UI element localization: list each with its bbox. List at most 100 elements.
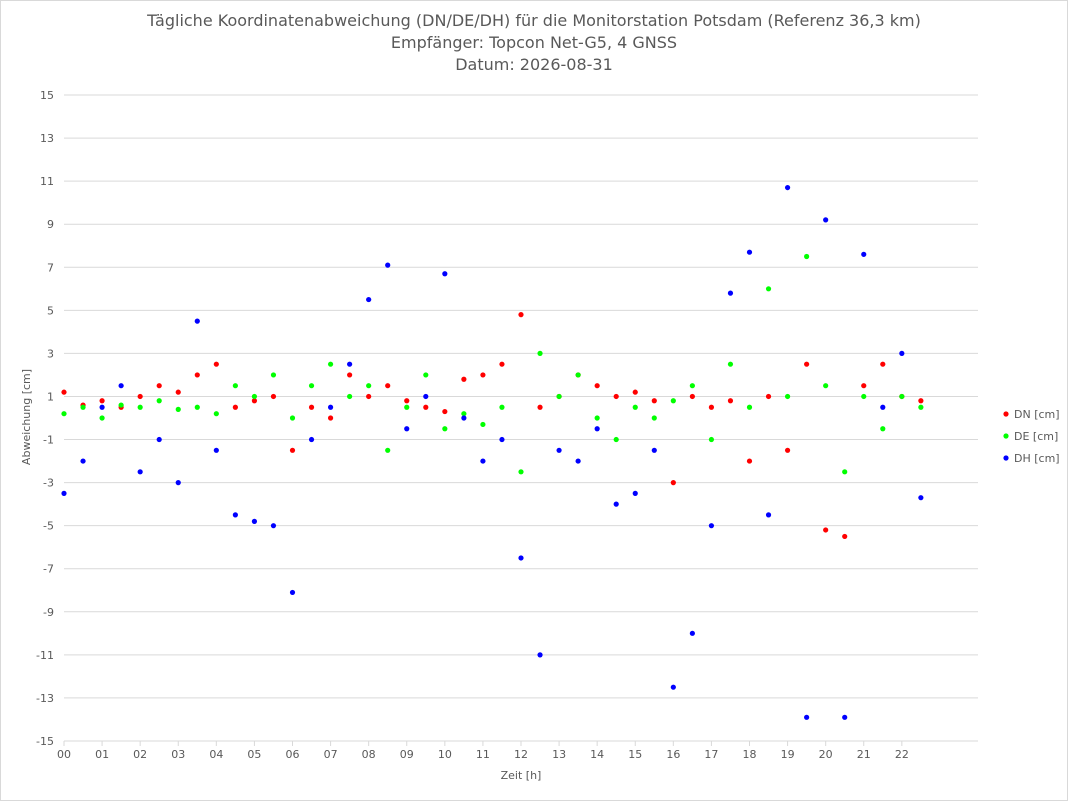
data-point <box>765 512 772 518</box>
data-point <box>308 436 315 443</box>
data-point <box>518 555 524 561</box>
data-point <box>175 480 181 486</box>
data-point <box>118 383 124 389</box>
data-point <box>708 436 715 443</box>
chart-title: Tägliche Koordinatenabweichung (DN/DE/DH… <box>147 11 921 30</box>
chart-subtitle-receiver: Empfänger: Topcon Net-G5, 4 GNSS <box>390 33 678 52</box>
x-axis-label: Zeit [h] <box>501 769 542 782</box>
data-point <box>556 393 562 400</box>
data-point <box>861 251 867 257</box>
y-tick-labels: 15 13 11 9 7 5 3 1 -1 -3 -5 -7 -9 -11 -13 -15 <box>36 89 54 748</box>
data-point <box>842 533 848 540</box>
data-point <box>480 458 486 464</box>
y-tick-label: 3 <box>47 347 54 360</box>
y-tick-label: -3 <box>43 477 54 490</box>
data-point <box>823 527 829 533</box>
data-point <box>213 447 219 453</box>
data-point <box>651 415 657 421</box>
data-point <box>537 350 543 356</box>
data-point <box>289 589 296 596</box>
data-point <box>670 684 676 690</box>
data-point <box>556 447 562 453</box>
x-tick-label: 21 <box>857 748 871 761</box>
data-point <box>270 372 277 378</box>
data-point <box>461 411 467 417</box>
data-point <box>80 458 86 464</box>
x-tick-label: 20 <box>819 748 833 761</box>
data-point <box>366 393 372 400</box>
data-point <box>499 436 505 443</box>
x-tick-label: 01 <box>95 748 109 761</box>
y-axis-label: Abweichung [cm] <box>20 369 33 465</box>
data-point <box>575 372 581 378</box>
data-point <box>385 262 391 268</box>
data-point <box>251 393 258 400</box>
data-point <box>651 447 657 453</box>
data-point <box>651 398 657 404</box>
data-point <box>156 383 162 389</box>
x-tick-label: 14 <box>590 748 604 761</box>
x-tick-label: 00 <box>57 748 71 761</box>
data-point <box>423 393 429 400</box>
data-point <box>99 404 105 410</box>
data-point <box>804 361 810 367</box>
data-point <box>289 447 296 453</box>
y-tick-label: -7 <box>43 563 54 576</box>
legend-marker <box>1003 411 1009 417</box>
data-point <box>784 447 791 453</box>
data-point <box>537 404 543 410</box>
data-point <box>823 383 829 389</box>
data-point <box>880 361 886 367</box>
data-point <box>423 404 429 410</box>
data-point <box>461 376 467 382</box>
x-tick-label: 18 <box>743 748 757 761</box>
data-point <box>194 318 200 324</box>
data-point <box>537 652 543 658</box>
chart-titles: Tägliche Koordinatenabweichung (DN/DE/DH… <box>0 10 1068 76</box>
data-point <box>175 406 181 412</box>
x-tick-label: 05 <box>247 748 261 761</box>
data-point <box>404 398 410 404</box>
data-point <box>156 436 162 443</box>
x-tick-label: 09 <box>400 748 414 761</box>
data-point <box>708 523 715 529</box>
data-point <box>918 398 924 404</box>
data-point <box>175 389 181 395</box>
data-point <box>308 383 315 389</box>
data-point <box>670 480 676 486</box>
data-point <box>347 361 353 367</box>
data-point <box>213 411 219 417</box>
y-tick-label: -9 <box>43 606 54 619</box>
data-point <box>289 415 296 421</box>
legend: DN [cm] DE [cm] DH [cm] <box>1003 408 1060 465</box>
data-point <box>137 404 143 410</box>
data-point <box>613 436 619 443</box>
data-point <box>423 372 429 378</box>
x-tick-label: 16 <box>666 748 680 761</box>
data-point <box>746 249 753 255</box>
data-point <box>480 421 486 428</box>
data-point <box>442 271 448 277</box>
legend-entry: DH [cm] <box>1014 452 1060 465</box>
data-point <box>99 415 105 421</box>
x-tick-label: 19 <box>781 748 795 761</box>
data-point <box>899 350 905 356</box>
y-tick-label: -15 <box>36 735 54 748</box>
data-point <box>61 411 67 417</box>
data-point <box>918 495 924 501</box>
x-tick-label: 02 <box>133 748 147 761</box>
data-point <box>232 404 238 410</box>
data-point <box>689 383 695 389</box>
x-tick-label: 11 <box>476 748 490 761</box>
data-point <box>232 512 238 518</box>
data-point <box>99 398 105 404</box>
data-point <box>213 361 219 367</box>
data-point <box>232 383 238 389</box>
data-point <box>61 490 67 496</box>
data-point <box>385 447 391 453</box>
data-point <box>347 372 353 378</box>
x-tick-label: 17 <box>704 748 718 761</box>
x-tick-label: 08 <box>362 748 376 761</box>
data-point <box>804 714 810 720</box>
